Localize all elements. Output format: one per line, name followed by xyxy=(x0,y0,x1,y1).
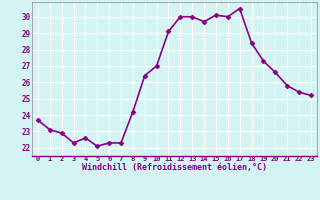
X-axis label: Windchill (Refroidissement éolien,°C): Windchill (Refroidissement éolien,°C) xyxy=(82,163,267,172)
